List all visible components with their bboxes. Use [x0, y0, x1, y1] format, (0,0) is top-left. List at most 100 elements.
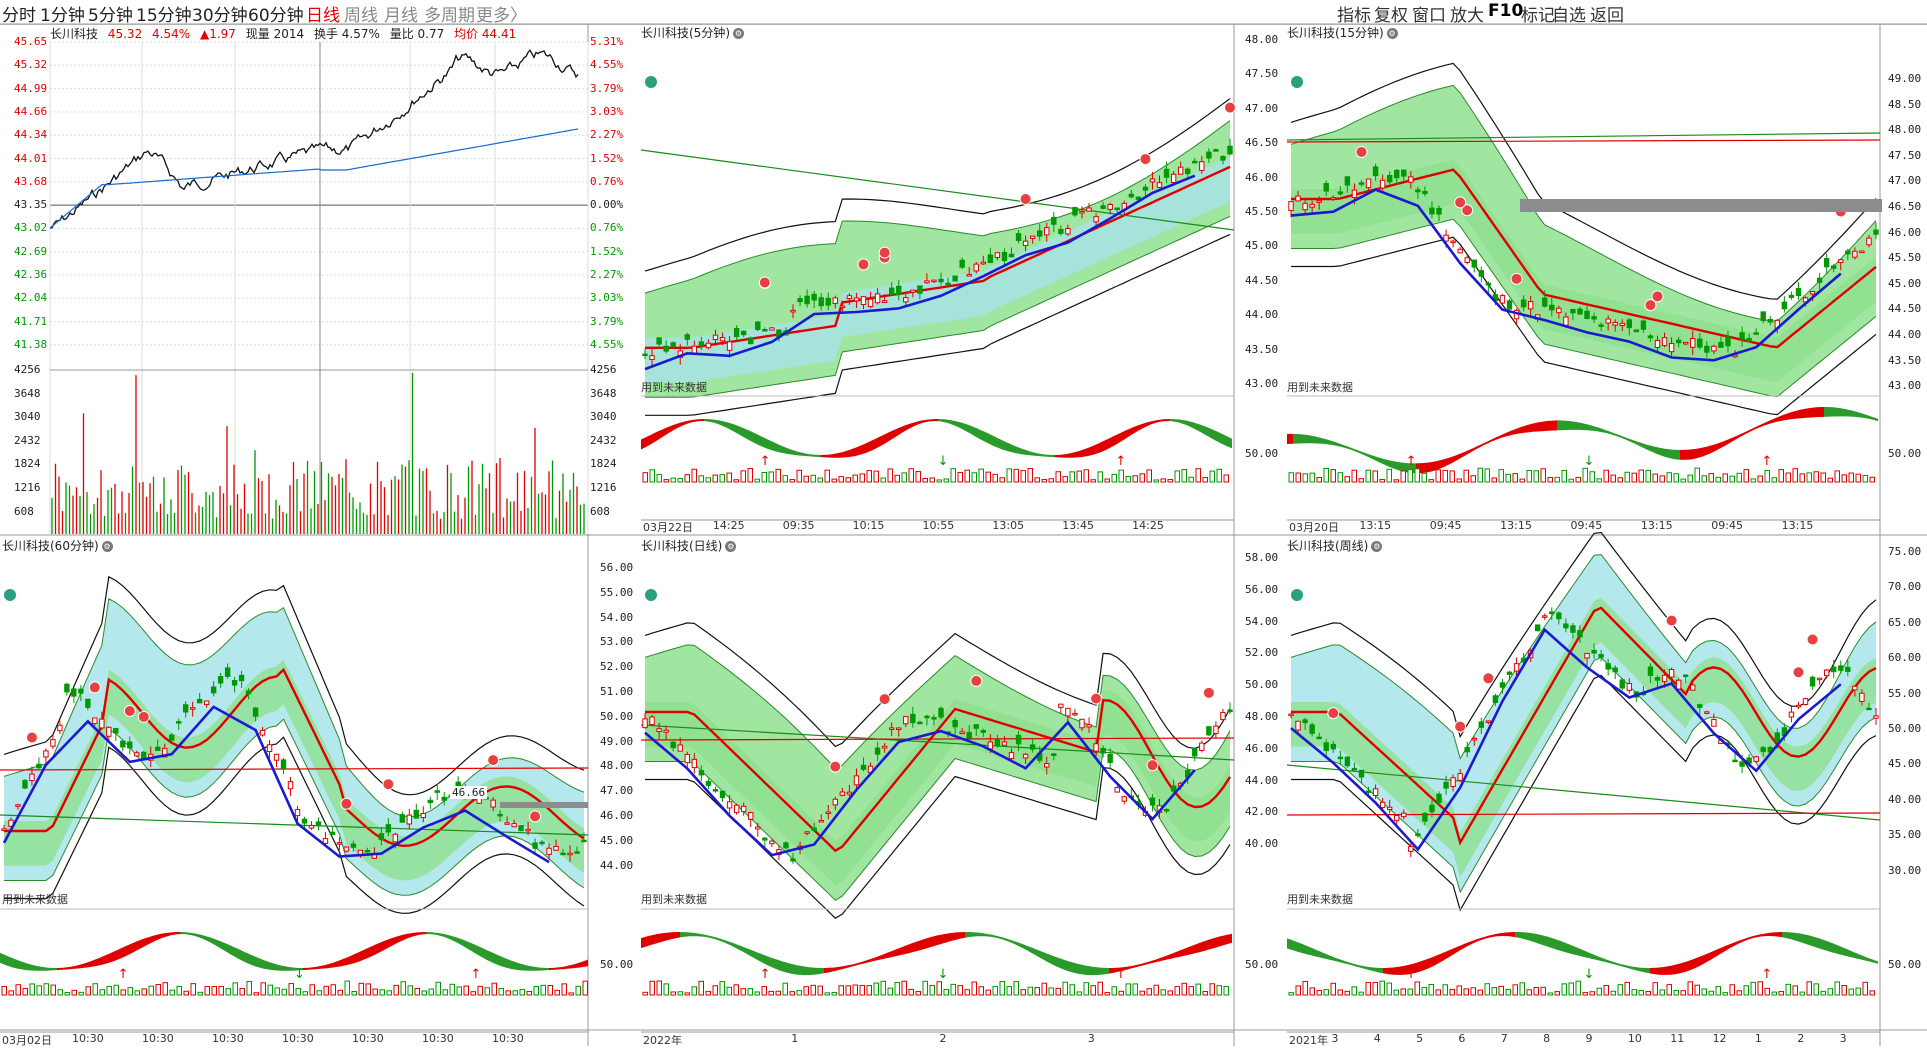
y-tick-label: 47.00	[600, 784, 634, 798]
oscillator-ribbon	[905, 424, 908, 431]
oscillator-ribbon	[1521, 932, 1524, 940]
tool-zoom[interactable]: 放大	[1450, 6, 1484, 26]
histogram-bar	[922, 980, 928, 996]
oscillator-ribbon	[791, 963, 794, 975]
histogram-bar	[915, 990, 921, 996]
panel-title-week[interactable]: 长川科技(周线) ⚙	[1287, 537, 1383, 554]
panel-title-day[interactable]: 长川科技(日线) ⚙	[641, 537, 737, 554]
oscillator-ribbon	[1001, 439, 1004, 450]
histogram-bar	[1083, 982, 1089, 996]
oscillator-ribbon	[360, 950, 363, 962]
tool-window[interactable]: 窗口	[1412, 6, 1446, 26]
candle-body	[853, 297, 860, 302]
oscillator-ribbon	[336, 960, 339, 968]
histogram-bar	[358, 982, 364, 996]
oscillator-ribbon	[1593, 954, 1596, 960]
period-tab-fenshi[interactable]: 分时	[2, 6, 36, 26]
histogram-bar	[43, 983, 49, 996]
histogram-bar	[1729, 475, 1735, 483]
candle-body	[1001, 251, 1008, 262]
tool-f10[interactable]: F10	[1488, 1, 1524, 21]
candle-body	[1556, 307, 1562, 314]
candle-body	[1542, 615, 1548, 618]
tool-indicator[interactable]: 指标	[1337, 6, 1371, 26]
histogram-bar	[512, 990, 518, 996]
panel-title-60min[interactable]: 长川科技(60分钟) ⚙	[2, 537, 113, 554]
period-tab-15min[interactable]: 15分钟	[136, 6, 192, 26]
buy-signal-icon	[758, 276, 771, 289]
period-tab-week[interactable]: 周线	[344, 6, 378, 26]
oscillator-ribbon	[1428, 462, 1431, 473]
oscillator-ribbon	[1734, 941, 1737, 946]
histogram-bar	[1806, 472, 1812, 483]
oscillator-ribbon	[908, 943, 911, 954]
candle-body	[1365, 178, 1372, 189]
candle-body	[755, 321, 761, 330]
oscillator-ribbon	[716, 937, 719, 941]
histogram-bar	[887, 987, 893, 996]
tool-mark[interactable]: 标记	[1521, 6, 1555, 26]
histogram-bar	[985, 989, 991, 996]
boll-upper-line	[644, 622, 1231, 749]
period-tab-more[interactable]: 更多〉	[476, 6, 527, 26]
candle-body	[1697, 704, 1703, 708]
gear-icon[interactable]: ⚙	[733, 28, 744, 39]
gear-icon[interactable]: ⚙	[101, 541, 113, 552]
period-tab-multi[interactable]: 多周期	[424, 6, 475, 26]
oscillator-ribbon	[1668, 449, 1671, 459]
oscillator-ribbon	[923, 419, 926, 423]
oscillator-ribbon	[387, 938, 390, 949]
gear-icon[interactable]: ⚙	[725, 541, 737, 552]
gear-icon[interactable]: ⚙	[1371, 541, 1383, 552]
oscillator-ribbon	[294, 967, 297, 971]
oscillator-ribbon	[1677, 963, 1680, 974]
candle-body	[1365, 790, 1372, 793]
candle-body	[1450, 240, 1456, 244]
histogram-bar	[330, 984, 336, 996]
histogram-bar	[1288, 992, 1294, 996]
tool-watchlist[interactable]: 自选	[1552, 6, 1586, 26]
panel-title-5min[interactable]: 长川科技(5分钟) ⚙	[641, 24, 744, 41]
y-tick-label-right: 40.00	[1888, 792, 1922, 806]
oscillator-ribbon	[189, 932, 192, 936]
tool-restore-rights[interactable]: 复权	[1374, 6, 1408, 26]
candle-body	[106, 726, 112, 737]
histogram-bar	[1449, 988, 1455, 996]
candle-body	[642, 353, 648, 357]
candle-body	[1711, 718, 1717, 727]
period-tab-day[interactable]: 日线	[306, 6, 340, 26]
histogram-bar	[491, 982, 497, 996]
histogram-bar	[1666, 472, 1672, 483]
candle-body	[1051, 753, 1057, 756]
histogram-bar	[1013, 981, 1019, 996]
period-tab-30min[interactable]: 30分钟	[192, 6, 248, 26]
candle-body	[1591, 316, 1597, 320]
period-tab-month[interactable]: 月线	[384, 6, 418, 26]
period-tab-60min[interactable]: 60分钟	[248, 6, 304, 26]
panel-title-15min[interactable]: 长川科技(15分钟) ⚙	[1287, 24, 1398, 41]
oscillator-ribbon	[1386, 459, 1389, 467]
oscillator-ribbon	[477, 945, 480, 957]
candle-body	[867, 298, 874, 308]
oscillator-ribbon	[1512, 429, 1515, 435]
period-tab-5min[interactable]: 5分钟	[88, 6, 133, 26]
histogram-bar	[1652, 473, 1658, 483]
histogram-bar	[1631, 989, 1637, 996]
histogram-bar	[1209, 470, 1215, 483]
oscillator-ribbon	[1593, 426, 1596, 432]
candle-body	[1192, 160, 1198, 164]
tool-back[interactable]: 返回	[1590, 6, 1624, 26]
oscillator-ribbon	[1452, 455, 1455, 463]
oscillator-ribbon	[821, 968, 824, 974]
period-tab-1min[interactable]: 1分钟	[40, 6, 85, 26]
candle-body	[719, 337, 726, 342]
candle-body	[1220, 156, 1226, 161]
oscillator-ribbon	[1016, 941, 1019, 947]
oscillator-ribbon	[561, 966, 564, 970]
histogram-bar	[1146, 988, 1152, 996]
histogram-bar	[1132, 475, 1138, 483]
gear-icon[interactable]: ⚙	[1386, 28, 1398, 39]
oscillator-ribbon	[821, 454, 824, 458]
candle-body	[1227, 709, 1233, 713]
